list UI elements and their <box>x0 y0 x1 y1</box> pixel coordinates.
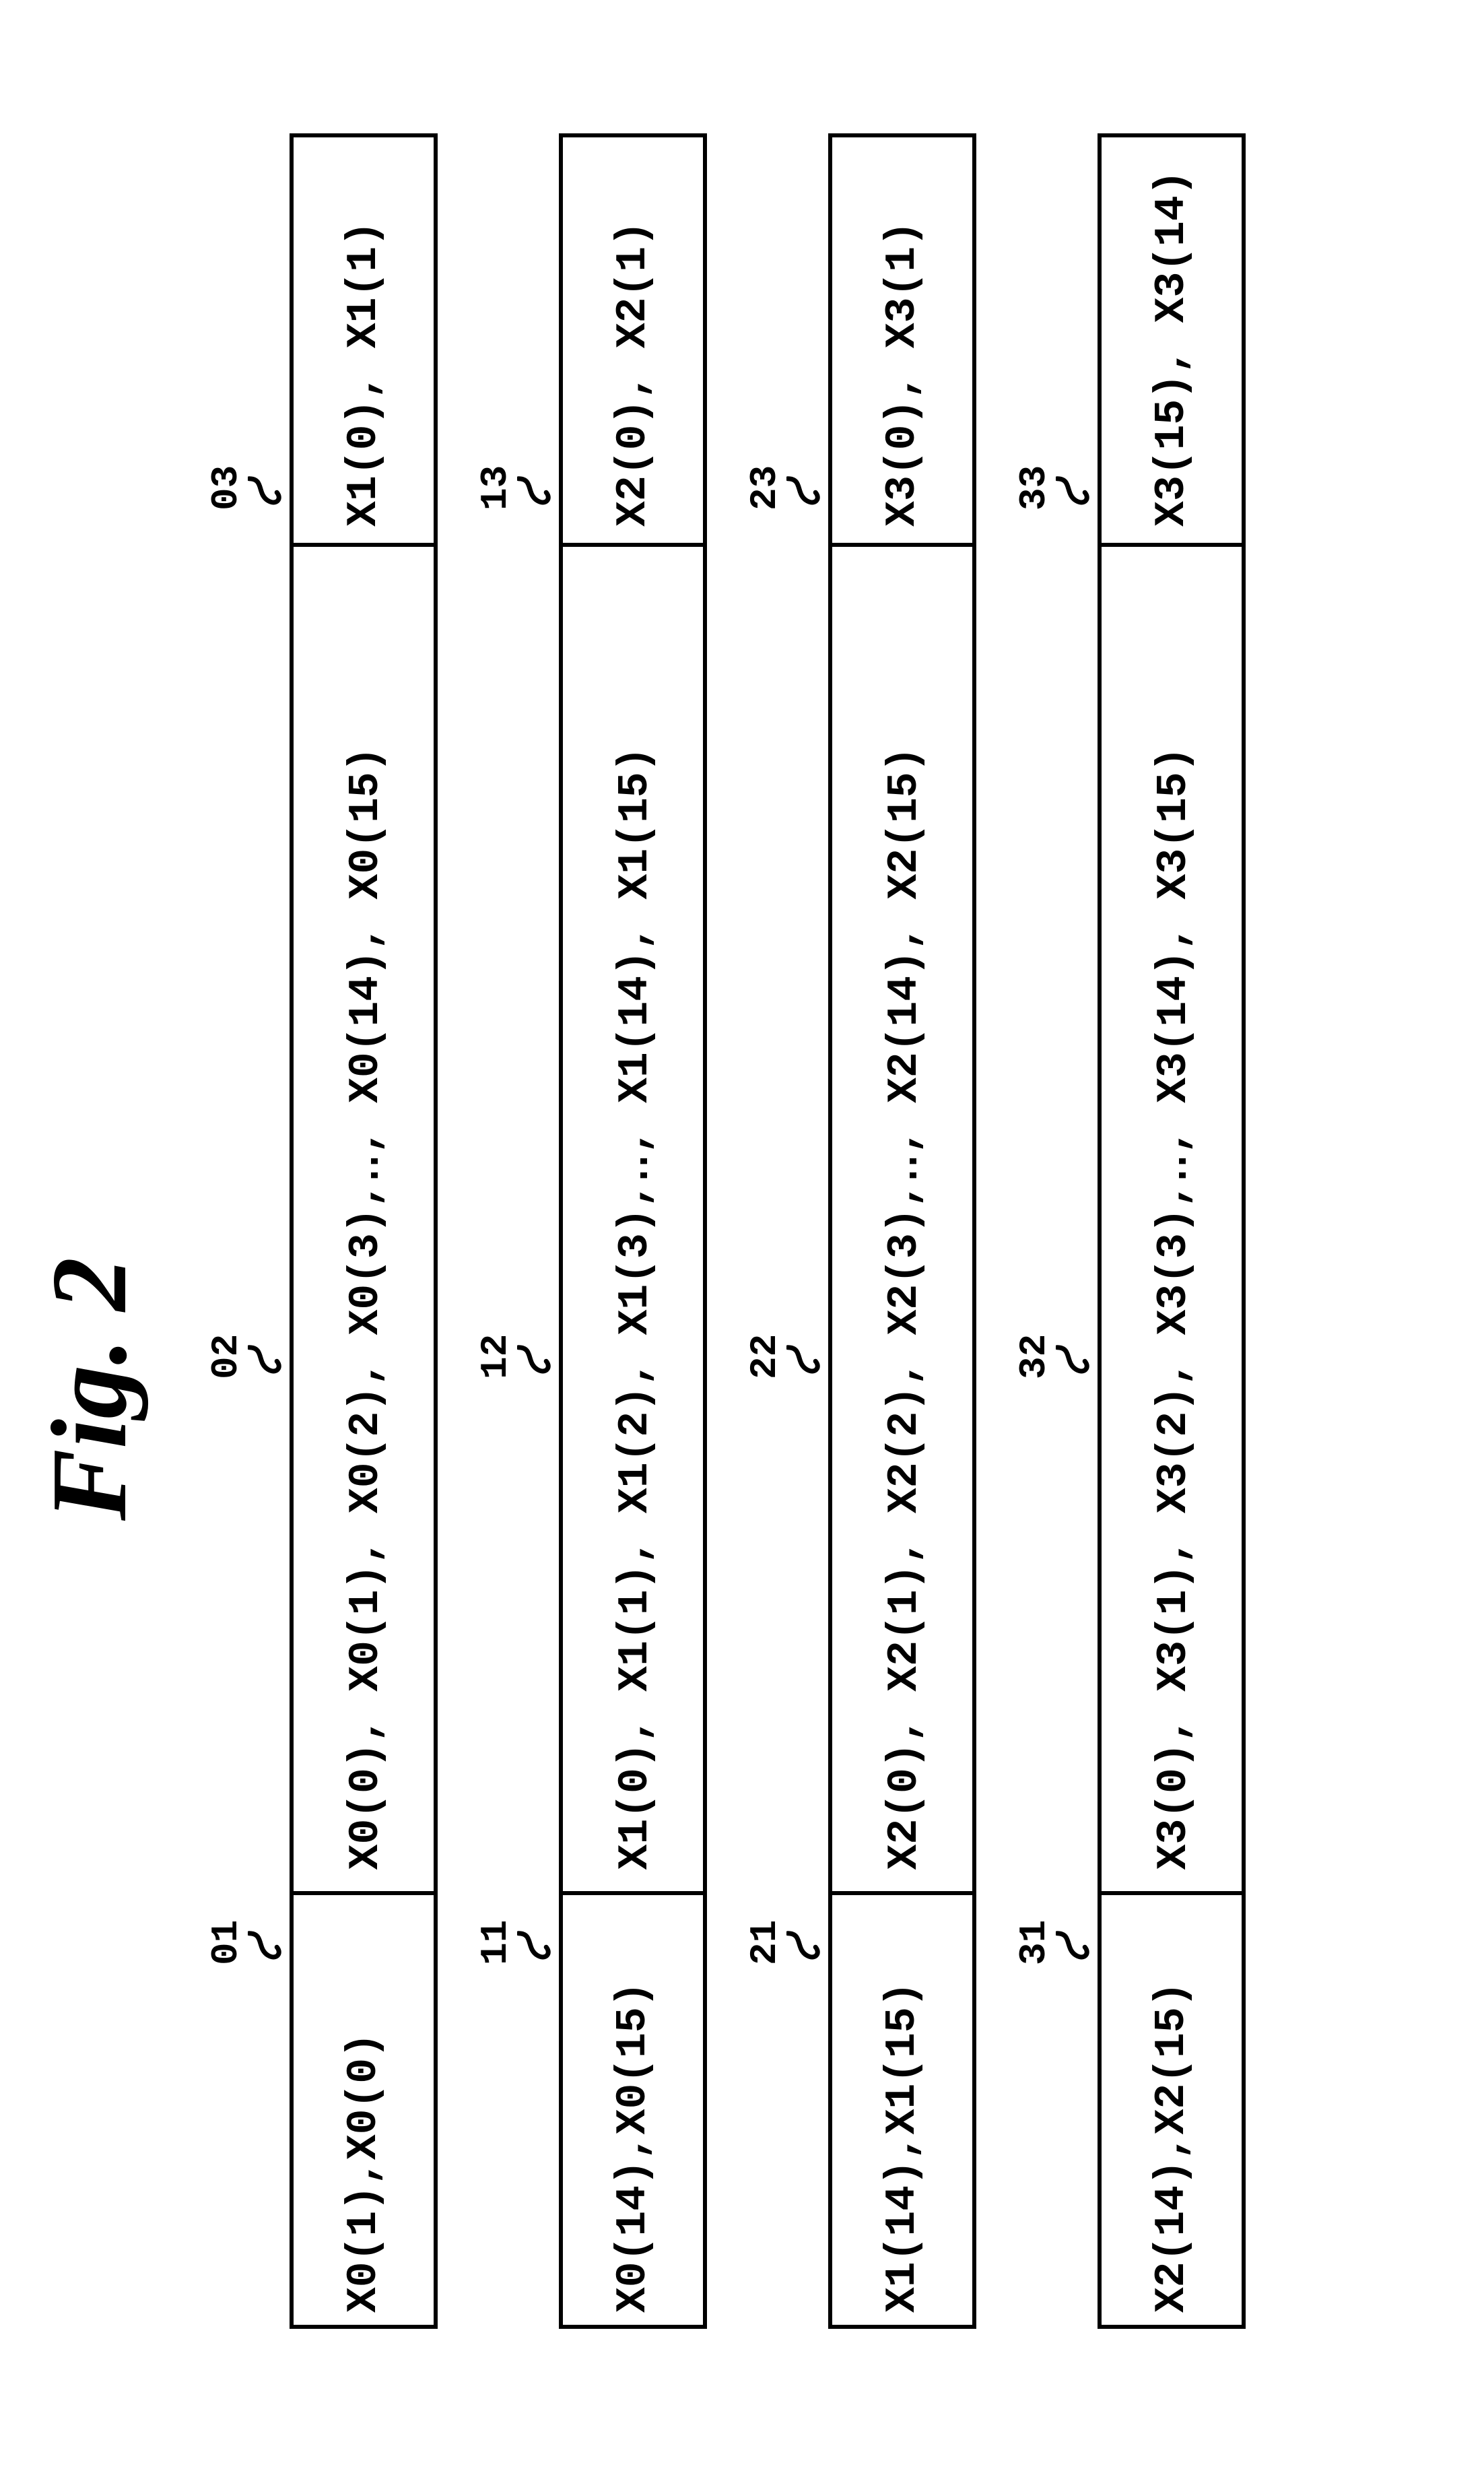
data-cell: X2(0), X2(1) <box>563 137 703 547</box>
data-row-box: X0(1),X0(0)X0(0), X0(1), X0(2), X0(3),‥,… <box>290 133 438 2329</box>
reference-label-text: 11 <box>474 1920 517 1965</box>
reference-label: 03 <box>205 465 284 510</box>
page-canvas: Fig. 2 01 02 03 X0(1),X0(0)X0(0), X0(1),… <box>0 0 1484 2477</box>
data-cell: X3(0), X3(1), X3(2), X3(3),‥, X3(14), X3… <box>1102 547 1242 1896</box>
data-cell: X1(0), X1(1), X1(2), X1(3),‥, X1(14), X1… <box>563 547 703 1896</box>
data-cell: X3(15), X3(14) <box>1102 137 1242 547</box>
reference-label: 13 <box>474 465 553 510</box>
data-cell: X0(1),X0(0) <box>294 1895 434 2325</box>
reference-label: 12 <box>474 1334 553 1379</box>
reference-label: 23 <box>743 465 823 510</box>
reference-label-text: 21 <box>743 1920 786 1965</box>
data-cell: X1(14),X1(15) <box>832 1895 972 2325</box>
reference-label: 01 <box>205 1920 284 1965</box>
reference-label-text: 32 <box>1013 1334 1056 1379</box>
reference-label: 32 <box>1013 1334 1092 1379</box>
data-row: 11 12 13 X0(14),X0(15)X1(0), X1(1), X1(2… <box>559 133 707 2329</box>
reference-label: 31 <box>1013 1920 1092 1965</box>
reference-label: 11 <box>474 1920 553 1965</box>
data-cell: X2(0), X2(1), X2(2), X2(3),‥, X2(14), X2… <box>832 547 972 1896</box>
data-cell: X3(0), X3(1) <box>832 137 972 547</box>
figure: Fig. 2 01 02 03 X0(1),X0(0)X0(0), X0(1),… <box>0 0 1484 2477</box>
reference-label-text: 22 <box>743 1334 786 1379</box>
data-cell: X0(0), X0(1), X0(2), X0(3),‥, X0(14), X0… <box>294 547 434 1896</box>
data-row: 01 02 03 X0(1),X0(0)X0(0), X0(1), X0(2),… <box>290 133 438 2329</box>
data-row-box: X1(14),X1(15)X2(0), X2(1), X2(2), X2(3),… <box>828 133 976 2329</box>
data-row: 31 32 33 X2(14),X2(15)X3(0), X3(1), X3(2… <box>1098 133 1246 2329</box>
data-row: 21 22 23 X1(14),X1(15)X2(0), X2(1), X2(2… <box>828 133 976 2329</box>
data-cell: X1(0), X1(1) <box>294 137 434 547</box>
reference-label: 22 <box>743 1334 823 1379</box>
rotated-figure-wrapper: Fig. 2 01 02 03 X0(1),X0(0)X0(0), X0(1),… <box>0 0 1484 2477</box>
data-cell: X0(14),X0(15) <box>563 1895 703 2325</box>
reference-label-text: 02 <box>205 1334 248 1379</box>
reference-label-text: 33 <box>1013 465 1056 510</box>
reference-label: 02 <box>205 1334 284 1379</box>
reference-label: 21 <box>743 1920 823 1965</box>
data-row-box: X0(14),X0(15)X1(0), X1(1), X1(2), X1(3),… <box>559 133 707 2329</box>
reference-label-text: 13 <box>474 465 517 510</box>
data-row-box: X2(14),X2(15)X3(0), X3(1), X3(2), X3(3),… <box>1098 133 1246 2329</box>
figure-title: Fig. 2 <box>27 1257 151 1521</box>
reference-label-text: 03 <box>205 465 248 510</box>
reference-label-text: 01 <box>205 1920 248 1965</box>
reference-label-text: 23 <box>743 465 786 510</box>
reference-label-text: 31 <box>1013 1920 1056 1965</box>
data-cell: X2(14),X2(15) <box>1102 1895 1242 2325</box>
reference-label: 33 <box>1013 465 1092 510</box>
reference-label-text: 12 <box>474 1334 517 1379</box>
